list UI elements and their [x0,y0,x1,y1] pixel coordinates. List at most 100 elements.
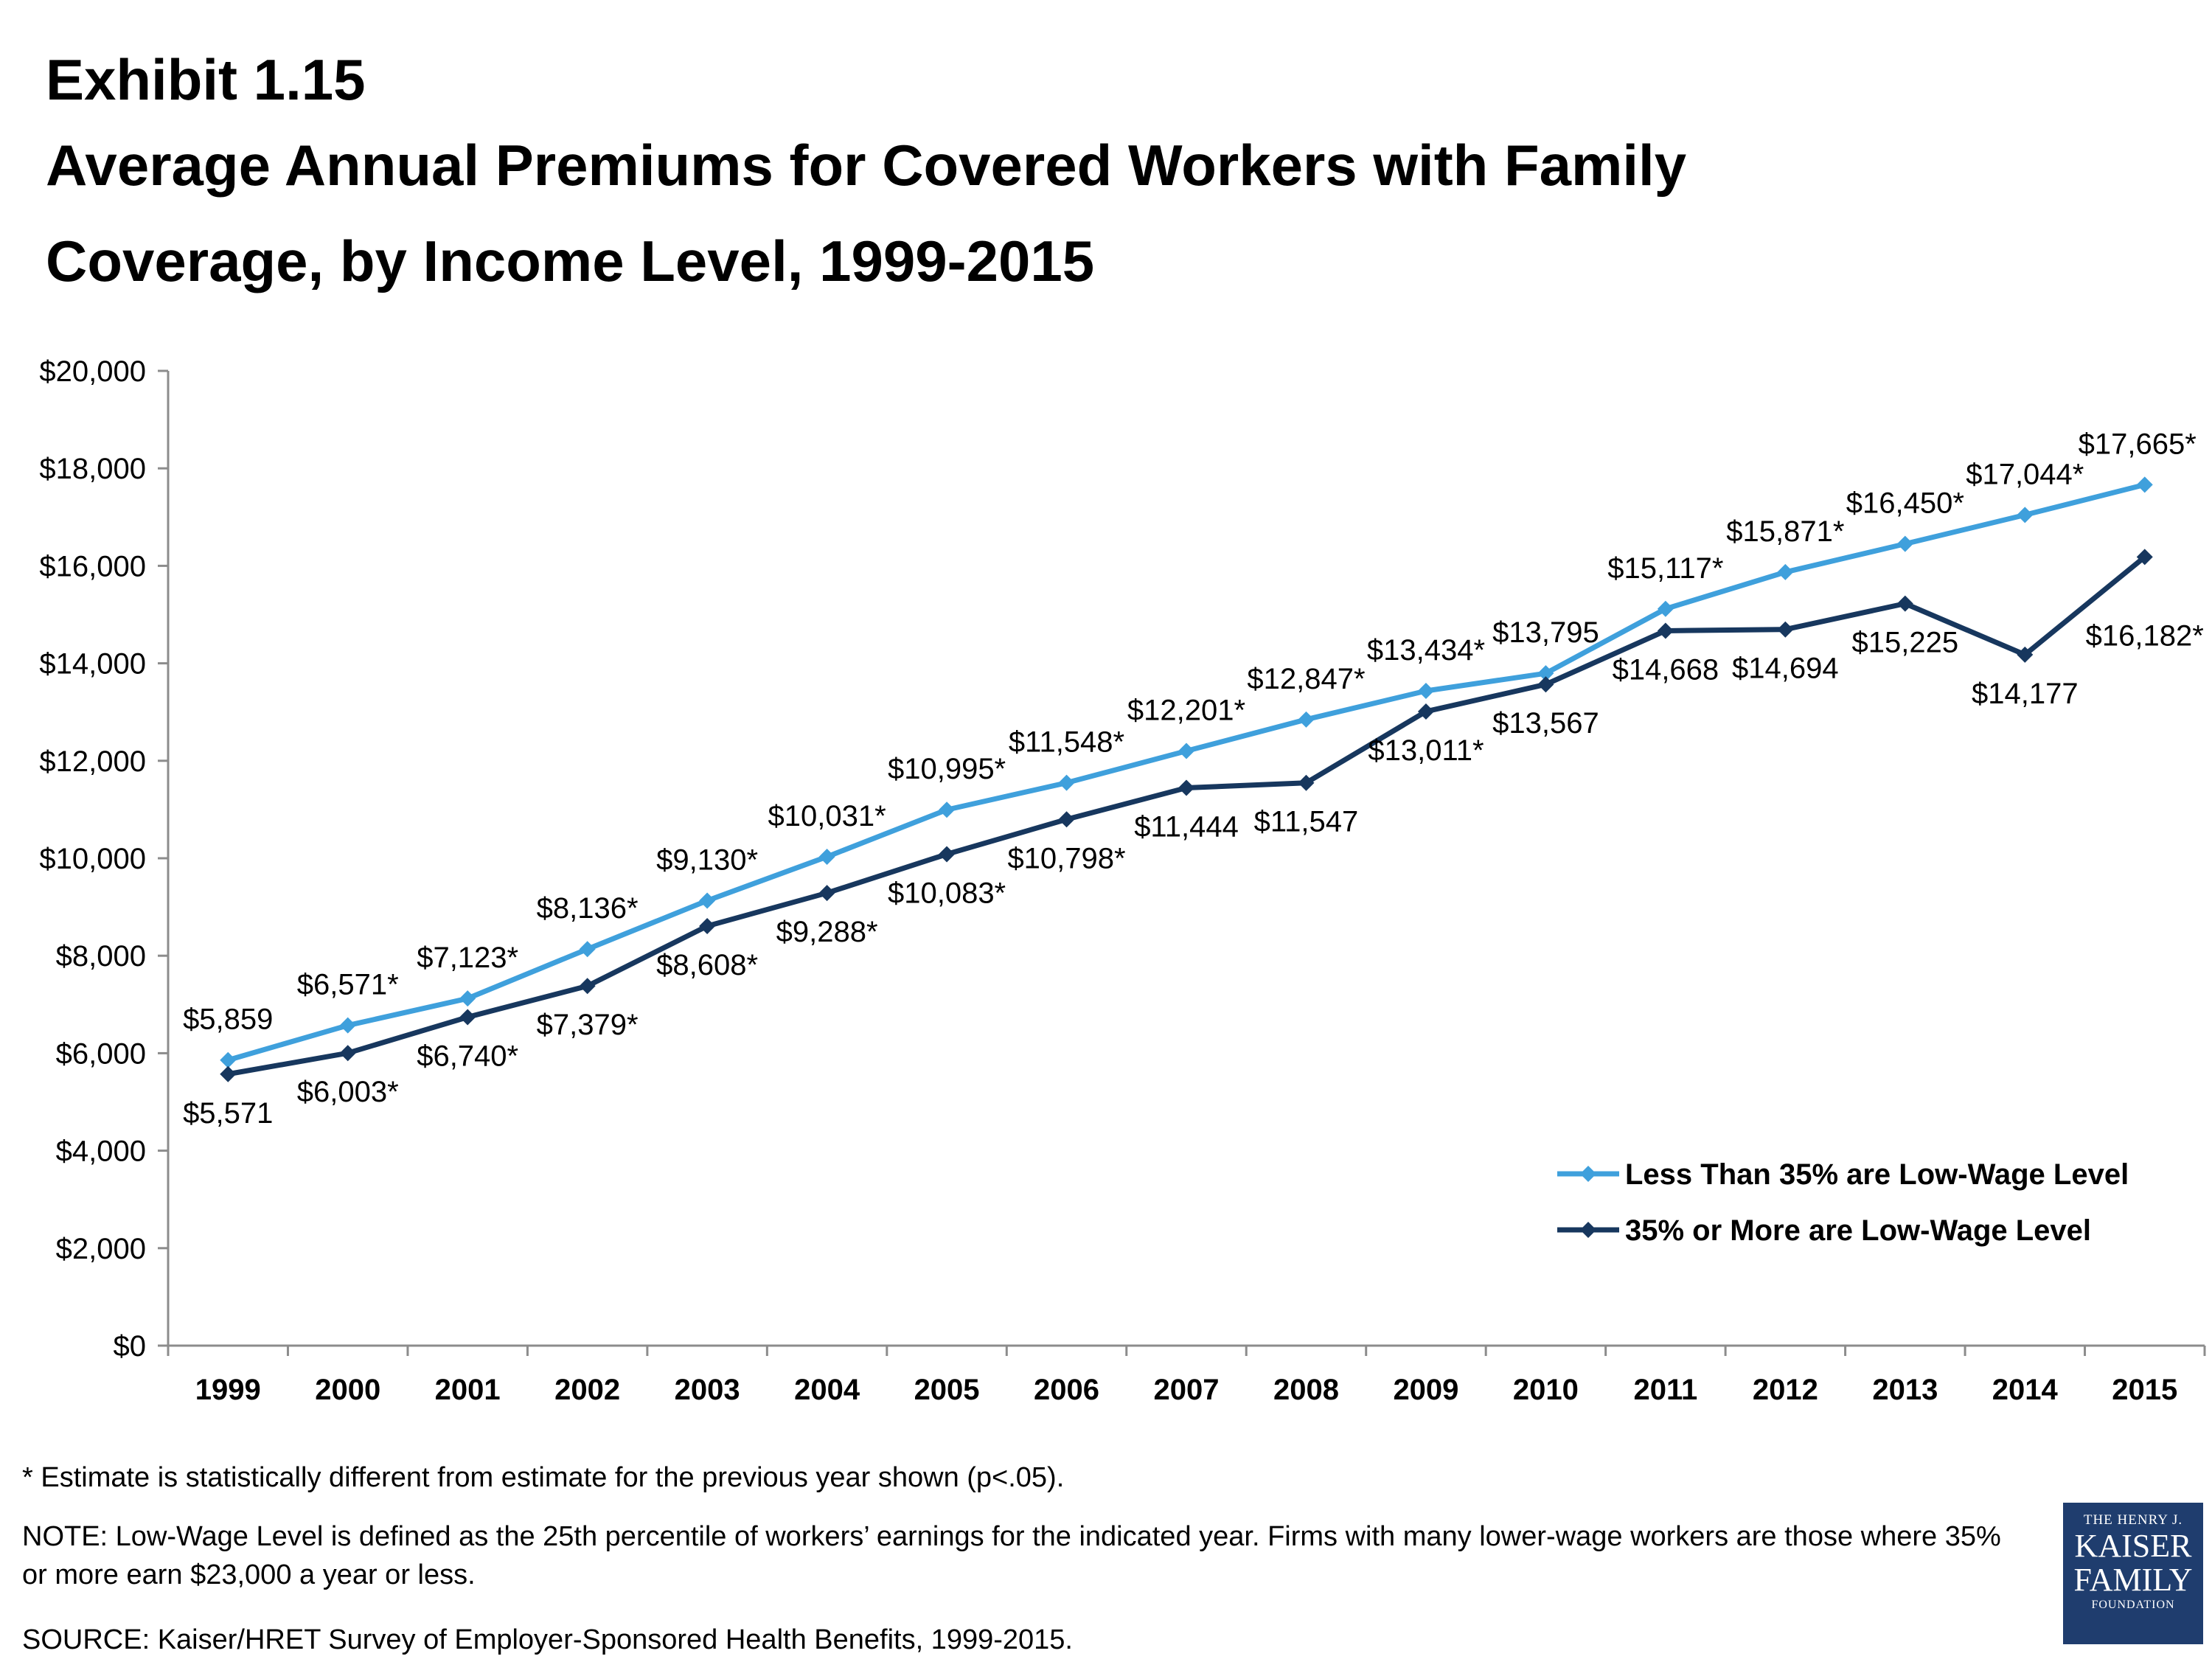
chart-axes: $0 $2,000 $4,000 $6,000 $8,000 $10,000 $12,000… [39,355,2206,1406]
series-35-or-more-point [220,1065,237,1082]
x-tick-label: 2001 [435,1374,501,1406]
series-35-or-more-data-label: $6,740* [417,1040,518,1072]
series-35-or-more-point [1417,703,1434,720]
series-less-than-35-data-label: $12,847* [1247,663,1365,695]
series-35-or-more-point [339,1045,356,1062]
x-tick-label: 2014 [1992,1374,2059,1406]
series-less-than-35-point [220,1051,237,1068]
x-tick-label: 2011 [1633,1374,1697,1406]
series-35-or-more-data-label: $7,379* [537,1009,639,1041]
series-less-than-35-data-label: $13,434* [1367,634,1485,667]
y-tick-label: $2,000 [56,1233,146,1265]
chart-title-line1: Average Annual Premiums for Covered Work… [46,133,1687,198]
series-35-or-more-data-label: $14,694 [1732,653,1839,685]
legend-label: Less Than 35% are Low-Wage Level [1625,1158,2129,1191]
chart-legend: Less Than 35% are Low-Wage Level 35% or M… [1557,1158,2129,1247]
series-35-or-more-data-label: $6,003* [297,1076,399,1108]
series-less-than-35-point [1777,563,1794,580]
footnote-significance: * Estimate is statistically different fr… [22,1462,1065,1493]
x-tick-label: 1999 [195,1374,261,1406]
series-less-than-35-point [699,892,716,909]
chart-data-labels: $5,859 $6,571* $7,123* $8,136* $9,130* $10,03… [183,428,2204,1129]
series-35-or-more-data-label: $13,011* [1368,734,1484,767]
chart-title-line2: Coverage, by Income Level, 1999-2015 [46,229,1095,293]
series-35-or-more-point [579,978,596,995]
y-tick-label: $14,000 [39,648,146,681]
x-tick-label: 2007 [1154,1374,1220,1406]
series-less-than-35-data-label: $17,665* [2079,428,2197,460]
series-35-or-more-data-label: $16,182* [2086,619,2204,652]
series-less-than-35-data-label: $10,995* [888,753,1006,785]
x-tick-label: 2002 [554,1374,620,1406]
exhibit-number: Exhibit 1.15 [46,47,366,112]
series-less-than-35-point [2017,507,2034,524]
series-less-than-35-point [579,941,596,958]
series-less-than-35-point [1417,683,1434,700]
series-less-than-35-point [1537,665,1554,682]
series-less-than-35-point [2136,476,2153,493]
series-35-or-more-point [699,918,716,935]
x-tick-label: 2008 [1273,1374,1339,1406]
x-tick-label: 2003 [675,1374,740,1406]
series-35-or-more-data-label: $14,177 [1972,678,2079,710]
logo-line4: FOUNDATION [2091,1599,2175,1611]
series-less-than-35-point [818,848,835,865]
series-35-or-more-data-label: $14,668 [1613,653,1719,686]
series-less-than-35-data-label: $10,031* [768,800,886,832]
x-tick-label: 2005 [914,1374,980,1406]
series-less-than-35-point [1896,535,1913,552]
series-less-than-35-data-label: $15,117* [1607,552,1723,585]
y-tick-label: $18,000 [39,453,146,485]
series-less-than-35-data-label: $7,123* [417,942,518,974]
x-tick-label: 2000 [315,1374,380,1406]
series-35-or-more-point [1896,595,1913,612]
y-tick-label: $16,000 [39,550,146,582]
series-35-or-more-data-label: $11,444 [1134,811,1239,844]
x-tick-label: 2015 [2112,1374,2177,1406]
x-tick-label: 2013 [1872,1374,1938,1406]
series-less-than-35-data-label: $17,044* [1966,458,2084,490]
y-tick-label: $8,000 [56,940,146,973]
series-35-or-more-point [818,885,835,902]
series-35-or-more-point [1657,622,1674,639]
legend-label: 35% or More are Low-Wage Level [1625,1214,2091,1247]
y-tick-label: $12,000 [39,745,146,778]
line-chart: $0 $2,000 $4,000 $6,000 $8,000 $10,000 $12,000… [39,355,2206,1406]
x-tick-label: 2009 [1393,1374,1458,1406]
logo-line1: THE HENRY J. [2083,1512,2183,1528]
series-35-or-more-point [1058,811,1075,828]
series-35-or-more-point [1777,621,1794,638]
series-35-or-more-point [2017,646,2034,663]
series-35-or-more-point [2136,549,2153,566]
series-less-than-35-data-label: $11,548* [1009,726,1124,759]
x-tick-label: 2004 [794,1374,860,1406]
kaiser-family-foundation-logo: THE HENRY J. KAISER FAMILY FOUNDATION [2063,1503,2203,1644]
series-less-than-35-data-label: $6,571* [297,969,399,1001]
series-less-than-35-point [1657,600,1674,617]
y-tick-label: $20,000 [39,355,146,388]
footnote-source: SOURCE: Kaiser/HRET Survey of Employer-S… [22,1624,1073,1655]
series-less-than-35-data-label: $13,795 [1492,616,1599,649]
series-less-than-35-data-label: $5,859 [183,1004,273,1036]
series-35-or-more-data-label: $9,288* [776,916,878,948]
legend-swatch-marker [1580,1222,1596,1238]
y-tick-label: $10,000 [39,843,146,875]
logo-line2: KAISER [2074,1528,2192,1564]
series-35-or-more-data-label: $5,571 [183,1097,273,1130]
series-35-or-more-point [1298,774,1315,791]
series-35-or-more-data-label: $10,083* [888,877,1006,910]
legend-swatch-marker [1580,1166,1596,1182]
y-tick-label: $0 [114,1330,147,1363]
series-35-or-more-data-label: $11,547 [1254,806,1359,838]
series-less-than-35-data-label: $16,450* [1846,487,1964,520]
series-less-than-35-point [339,1017,356,1034]
series-less-than-35-data-label: $8,136* [537,892,639,925]
series-less-than-35-point [1058,774,1075,791]
series-35-or-more-data-label: $15,225 [1852,627,1959,659]
series-less-than-35-data-label: $9,130* [656,844,758,877]
series-less-than-35-data-label: $15,871* [1726,515,1844,548]
x-tick-label: 2010 [1513,1374,1579,1406]
x-tick-label: 2012 [1753,1374,1818,1406]
series-35-or-more-data-label: $13,567 [1492,707,1599,740]
series-35-or-more-point [939,846,956,863]
